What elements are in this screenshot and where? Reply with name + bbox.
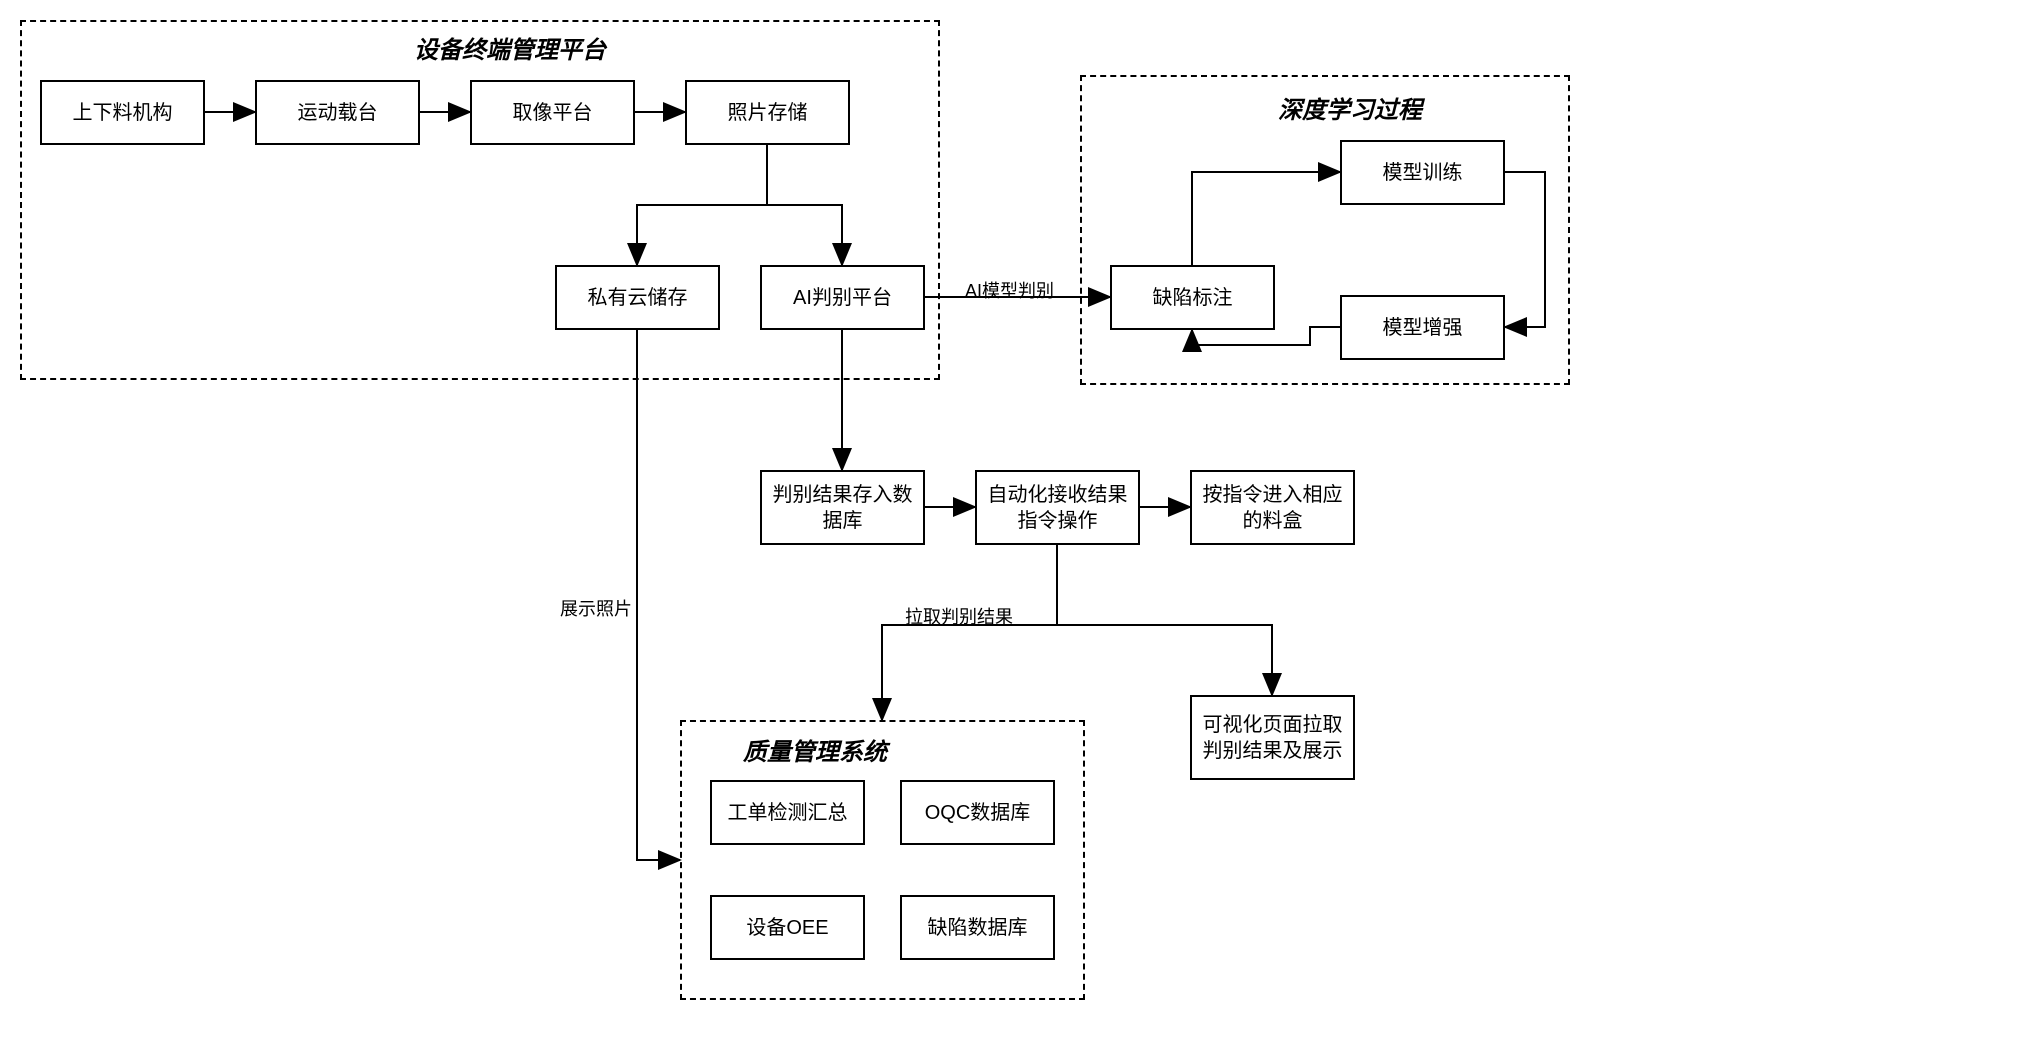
edge-15: [1057, 625, 1272, 695]
node-n8: 模型训练: [1340, 140, 1505, 205]
edge-label-6: AI模型判别: [965, 277, 1054, 303]
node-n3: 取像平台: [470, 80, 635, 145]
node-n5: 私有云储存: [555, 265, 720, 330]
node-n16: 设备OEE: [710, 895, 865, 960]
group-title-g1: 设备终端管理平台: [414, 30, 606, 65]
node-n9: 模型增强: [1340, 295, 1505, 360]
node-n2: 运动载台: [255, 80, 420, 145]
node-n10: 判别结果存入数据库: [760, 470, 925, 545]
node-n12: 按指令进入相应的料盒: [1190, 470, 1355, 545]
group-title-g3: 质量管理系统: [743, 732, 887, 767]
node-n7: 缺陷标注: [1110, 265, 1275, 330]
group-title-g2: 深度学习过程: [1278, 90, 1422, 125]
edge-label-14: 拉取判别结果: [905, 603, 1013, 629]
node-n17: 缺陷数据库: [900, 895, 1055, 960]
node-n15: OQC数据库: [900, 780, 1055, 845]
node-n13: 可视化页面拉取判别结果及展示: [1190, 695, 1355, 780]
edge-label-16: 展示照片: [560, 595, 632, 621]
flowchart-canvas: 设备终端管理平台深度学习过程质量管理系统 上下料机构运动载台取像平台照片存储私有…: [0, 0, 2036, 1048]
edge-16: [637, 330, 680, 860]
node-n11: 自动化接收结果指令操作: [975, 470, 1140, 545]
node-n1: 上下料机构: [40, 80, 205, 145]
node-n4: 照片存储: [685, 80, 850, 145]
edge-14: [882, 625, 1057, 720]
node-n14: 工单检测汇总: [710, 780, 865, 845]
node-n6: AI判别平台: [760, 265, 925, 330]
